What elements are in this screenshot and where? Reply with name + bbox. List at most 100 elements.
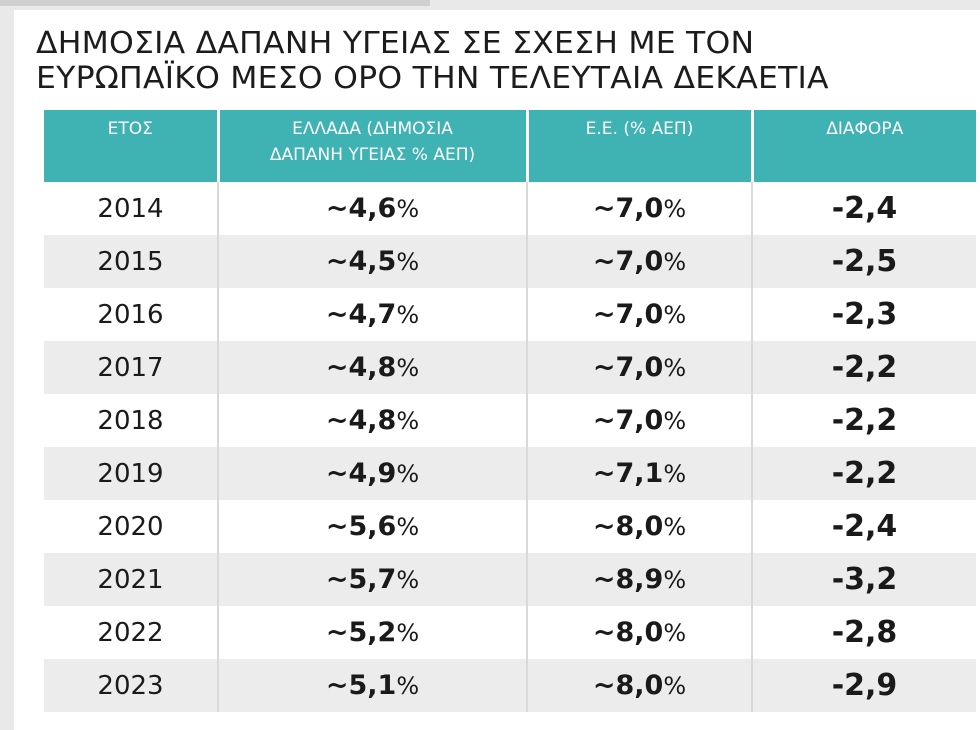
greece-unit: % [396,354,420,382]
cell-diff: -2,2 [752,394,976,447]
header-year-label: ΕΤΟΣ [107,119,153,139]
cell-year: 2018 [44,394,219,447]
cell-diff: -2,2 [752,447,976,500]
cell-eu: ~7,1% [527,447,753,500]
eu-value: ~8,0 [592,511,664,542]
table-row: 2018 ~4,8% ~7,0% -2,2 [44,394,976,447]
cell-diff: -2,3 [752,288,976,341]
greece-unit: % [396,513,420,541]
greece-unit: % [396,248,420,276]
cell-year: 2015 [44,235,219,288]
cell-year: 2020 [44,500,219,553]
year-value: 2016 [97,299,164,330]
greece-value: ~4,6 [325,193,397,224]
header-year: ΕΤΟΣ [44,110,220,182]
greece-unit: % [396,301,420,329]
table-row: 2017 ~4,8% ~7,0% -2,2 [44,341,976,394]
top-edge-bar [0,0,430,6]
eu-unit: % [663,513,687,541]
title-line-2: ΕΥΡΩΠΑΪΚΟ ΜΕΣΟ ΟΡΟ ΤΗΝ ΤΕΛΕΥΤΑΙΑ ΔΕΚΑΕΤΙ… [36,61,829,96]
year-value: 2017 [97,352,164,383]
cell-diff: -2,2 [752,341,976,394]
cell-diff: -2,4 [752,182,976,235]
eu-unit: % [663,566,687,594]
eu-value: ~7,1 [592,458,664,489]
diff-value: -2,4 [831,509,898,544]
eu-unit: % [663,407,687,435]
greece-unit: % [396,407,420,435]
greece-unit: % [396,672,420,700]
table-row: 2014 ~4,6% ~7,0% -2,4 [44,182,976,235]
diff-value: -2,2 [831,403,898,438]
eu-value: ~7,0 [592,246,664,277]
year-value: 2015 [97,246,164,277]
greece-unit: % [396,195,420,223]
year-value: 2019 [97,458,164,489]
cell-greece: ~4,7% [218,288,528,341]
cell-eu: ~8,9% [527,553,753,606]
cell-eu: ~7,0% [527,182,753,235]
eu-unit: % [663,354,687,382]
eu-unit: % [663,195,687,223]
year-value: 2022 [97,617,164,648]
eu-value: ~7,0 [592,352,664,383]
greece-value: ~5,6 [325,511,397,542]
table-row: 2019 ~4,9% ~7,1% -2,2 [44,447,976,500]
header-eu: Ε.Ε. (% ΑΕΠ) [527,110,754,182]
eu-value: ~7,0 [592,299,664,330]
eu-unit: % [663,672,687,700]
cell-year: 2016 [44,288,219,341]
cell-eu: ~7,0% [527,341,753,394]
cell-diff: -2,9 [752,659,976,712]
greece-unit: % [396,460,420,488]
cell-year: 2017 [44,341,219,394]
cell-eu: ~7,0% [527,288,753,341]
diff-value: -2,2 [831,350,898,385]
eu-value: ~7,0 [592,405,664,436]
page-title: ΔΗΜΟΣΙΑ ΔΑΠΑΝΗ ΥΓΕΙΑΣ ΣΕ ΣΧΕΣΗ ΜΕ ΤΟΝ ΕΥ… [36,26,980,96]
table-row: 2023 ~5,1% ~8,0% -2,9 [44,659,976,712]
cell-eu: ~7,0% [527,394,753,447]
eu-value: ~8,9 [592,564,664,595]
cell-greece: ~5,7% [218,553,528,606]
cell-greece: ~5,1% [218,659,528,712]
cell-eu: ~8,0% [527,659,753,712]
eu-unit: % [663,619,687,647]
cell-diff: -3,2 [752,553,976,606]
greece-value: ~4,8 [325,405,397,436]
diff-value: -2,8 [831,615,898,650]
cell-year: 2023 [44,659,219,712]
cell-eu: ~7,0% [527,235,753,288]
table-row: 2015 ~4,5% ~7,0% -2,5 [44,235,976,288]
header-diff-label: ΔΙΑΦΟΡΑ [826,119,904,139]
eu-value: ~8,0 [592,617,664,648]
cell-year: 2022 [44,606,219,659]
header-diff: ΔΙΑΦΟΡΑ [752,110,976,182]
greece-value: ~4,8 [325,352,397,383]
diff-value: -2,9 [831,668,898,703]
year-value: 2014 [97,193,164,224]
table-body: 2014 ~4,6% ~7,0% -2,4 2015 ~4,5% ~7,0% -2,5 2016… [44,182,976,712]
year-value: 2020 [97,511,164,542]
header-greece-line-2: ΔΑΠΑΝΗ ΥΓΕΙΑΣ % ΑΕΠ) [269,145,476,165]
cell-greece: ~4,5% [218,235,528,288]
eu-value: ~7,0 [592,193,664,224]
diff-value: -2,5 [831,244,898,279]
diff-value: -2,2 [831,456,898,491]
greece-value: ~5,7 [325,564,397,595]
year-value: 2018 [97,405,164,436]
greece-value: ~4,7 [325,299,397,330]
table-row: 2020 ~5,6% ~8,0% -2,4 [44,500,976,553]
diff-value: -3,2 [831,562,898,597]
table-row: 2022 ~5,2% ~8,0% -2,8 [44,606,976,659]
table-row: 2016 ~4,7% ~7,0% -2,3 [44,288,976,341]
header-greece: ΕΛΛΑΔΑ (ΔΗΜΟΣΙΑ ΔΑΠΑΝΗ ΥΓΕΙΑΣ % ΑΕΠ) [218,110,529,182]
cell-greece: ~5,6% [218,500,528,553]
year-value: 2023 [97,670,164,701]
cell-diff: -2,4 [752,500,976,553]
greece-unit: % [396,619,420,647]
cell-greece: ~4,8% [218,394,528,447]
greece-value: ~5,1 [325,670,397,701]
cell-greece: ~4,8% [218,341,528,394]
cell-year: 2014 [44,182,219,235]
